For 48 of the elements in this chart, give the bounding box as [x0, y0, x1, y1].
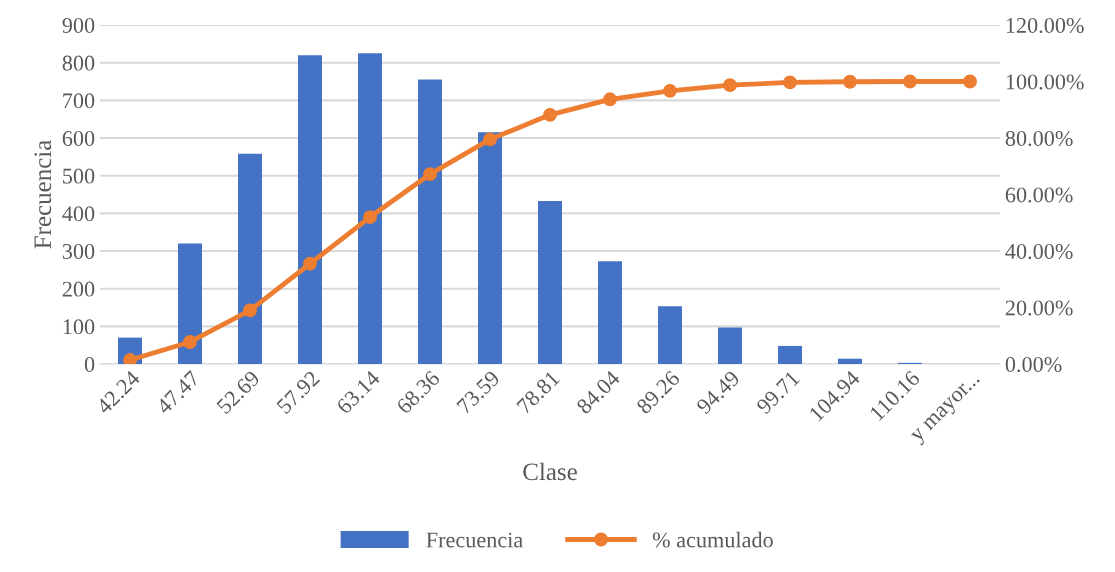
bar — [178, 243, 202, 364]
legend-label: % acumulado — [652, 531, 773, 548]
point — [183, 335, 197, 349]
point — [603, 92, 617, 107]
point — [303, 256, 317, 271]
y2-tick-label: 80.00% — [1005, 130, 1073, 147]
y-tick-label: 500 — [63, 168, 95, 184]
y-tick-label: 400 — [62, 206, 95, 222]
legend-label: Frecuencia — [426, 532, 523, 548]
y-tick-label: 100 — [63, 319, 95, 335]
y-tick-label: 0 — [84, 356, 95, 372]
point — [903, 74, 917, 89]
point — [483, 132, 497, 147]
bar — [598, 261, 622, 364]
point — [663, 83, 677, 98]
bar — [778, 345, 802, 364]
bar — [658, 306, 682, 364]
y-tick-label: 300 — [62, 243, 95, 259]
bar — [358, 53, 382, 364]
bar — [478, 132, 502, 364]
y-axis-title: Frecuencia — [34, 140, 52, 249]
y2-tick-label: 60.00% — [1005, 187, 1073, 203]
y2-tick-label: 40.00% — [1005, 243, 1073, 260]
y2-tick-label: 20.00% — [1005, 300, 1073, 316]
y-tick-label: 200 — [62, 281, 95, 297]
point — [783, 75, 797, 90]
y-tick-label: 900 — [62, 17, 95, 33]
y-tick-label: 800 — [62, 55, 95, 71]
bar — [538, 200, 562, 364]
bar — [718, 327, 742, 364]
point — [363, 210, 377, 225]
point — [843, 74, 857, 89]
y2-tick-label: 120.00% — [1006, 17, 1084, 34]
point — [123, 353, 137, 364]
point — [963, 74, 977, 89]
bar — [418, 79, 442, 364]
y2-tick-label: 100.00% — [1006, 74, 1084, 90]
bar — [298, 55, 322, 364]
point — [243, 303, 257, 318]
bar — [238, 153, 262, 364]
point — [543, 107, 557, 122]
bar — [838, 358, 862, 364]
point — [723, 78, 737, 93]
y-tick-label: 600 — [62, 130, 95, 146]
y2-tick-label: 0.00% — [1005, 356, 1062, 373]
y-tick-label: 700 — [63, 93, 95, 109]
x-axis-title: Clase — [523, 462, 577, 481]
point — [423, 167, 437, 182]
